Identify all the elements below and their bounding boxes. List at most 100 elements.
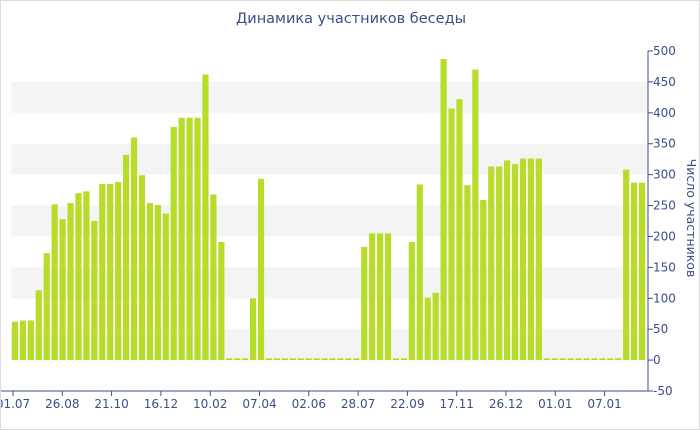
bar: [162, 213, 169, 361]
x-tick-label: 01.01: [538, 397, 572, 411]
bar: [27, 320, 34, 361]
axes: [1, 51, 649, 392]
bar: [170, 127, 177, 361]
bar: [416, 184, 423, 361]
bar: [551, 358, 558, 361]
bar: [35, 290, 42, 361]
bar: [99, 183, 106, 361]
x-tick-label: 10.02: [193, 397, 227, 411]
bars: [11, 59, 646, 361]
bar: [440, 59, 447, 361]
bar: [218, 242, 225, 361]
bar: [107, 183, 114, 361]
x-tick-label: 16.12: [144, 397, 178, 411]
y-tick-label: 150: [653, 260, 676, 274]
grid-band: [11, 81, 648, 113]
bar: [591, 358, 598, 361]
bar: [329, 358, 336, 361]
bar: [91, 221, 98, 361]
bar: [305, 358, 312, 361]
x-tick-label: 01.07: [1, 397, 30, 411]
bar: [67, 203, 74, 361]
bar: [83, 191, 90, 361]
bar: [146, 203, 153, 361]
bar: [631, 182, 638, 361]
bar: [504, 160, 511, 361]
y-tick-label: 500: [653, 44, 676, 58]
y-tick-label: 300: [653, 168, 676, 182]
bar: [448, 108, 455, 361]
bar: [392, 358, 400, 361]
bar: [472, 69, 479, 361]
bar: [273, 358, 280, 361]
grid-band: [11, 205, 648, 237]
x-tick-label: 02.06: [292, 397, 326, 411]
grid-bands: [11, 81, 648, 361]
bar: [297, 358, 304, 361]
bar: [369, 233, 376, 361]
bar: [424, 297, 431, 361]
bar: [226, 358, 233, 361]
bar: [353, 358, 360, 361]
chart-title: Динамика участников беседы: [235, 11, 467, 27]
y-tick-label: 250: [653, 199, 676, 213]
bar: [607, 358, 614, 361]
bar: [480, 199, 487, 361]
bar: [543, 358, 550, 361]
bar: [432, 292, 439, 361]
y-tick-label: 100: [653, 291, 676, 305]
x-tick-label: 28.07: [341, 397, 375, 411]
bar: [456, 99, 463, 361]
bar: [289, 358, 296, 361]
y-axis-ticks: -50 0 50 100 150 200 250 300 350 400 450 500: [648, 44, 676, 398]
x-tick-label: 17.11: [440, 397, 474, 411]
bar: [130, 137, 138, 361]
bar: [257, 178, 265, 361]
bar: [265, 358, 273, 361]
bar: [464, 185, 471, 361]
bar: [384, 233, 392, 361]
bar: [638, 182, 646, 361]
bar: [321, 358, 328, 361]
bar: [527, 158, 534, 361]
bar: [281, 358, 288, 361]
bar: [11, 321, 19, 361]
bar: [186, 117, 193, 361]
y-tick-label: 0: [653, 353, 661, 367]
bar: [234, 358, 241, 361]
grid-band: [11, 329, 648, 361]
bar: [345, 358, 352, 361]
bar: [377, 233, 384, 361]
x-tick-label: 26.12: [489, 397, 523, 411]
bar: [178, 117, 185, 361]
bar: [575, 358, 582, 361]
bar: [400, 358, 407, 361]
y-axis-title: Число участников: [684, 158, 699, 278]
bar: [210, 194, 217, 361]
bar: [488, 166, 495, 361]
bar: [194, 117, 201, 361]
x-tick-label: 07.01: [587, 397, 621, 411]
bar: [202, 74, 209, 361]
bar: [115, 182, 122, 361]
bar: [138, 175, 146, 361]
bar: [535, 158, 542, 361]
bar: [408, 242, 415, 361]
grid-band: [11, 143, 648, 175]
bar: [59, 219, 66, 361]
bar: [567, 358, 574, 361]
bar: [599, 358, 606, 361]
bar: [242, 358, 249, 361]
grid-band: [11, 267, 648, 299]
bar: [51, 204, 58, 361]
x-axis-ticks: 01.07 26.08 21.10 16.12 10.02 07.04 02.06 28.07…: [1, 391, 622, 411]
bar: [511, 164, 519, 361]
bar: [559, 358, 566, 361]
x-tick-label: 26.08: [45, 397, 79, 411]
bar: [43, 253, 50, 361]
bar: [615, 358, 622, 361]
bar: [361, 246, 368, 361]
y-tick-label: -50: [653, 384, 673, 398]
bar: [123, 154, 130, 361]
